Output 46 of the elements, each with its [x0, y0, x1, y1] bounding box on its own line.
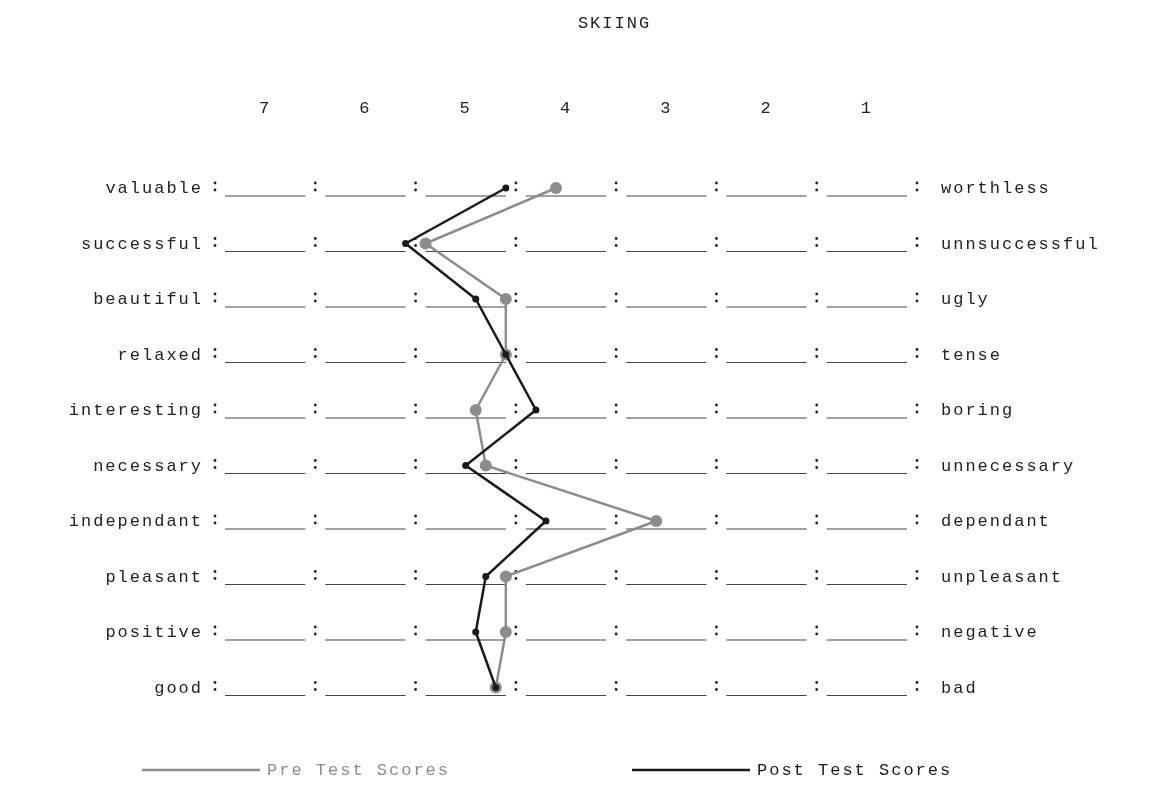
point: [532, 406, 540, 414]
point: [462, 462, 470, 469]
y-tick-label: positive: [105, 623, 203, 642]
chart-title: SKIING: [577, 14, 652, 33]
x-tick-label: 5: [459, 99, 472, 118]
point: [499, 626, 512, 638]
y2-tick-label: negative: [941, 623, 1039, 642]
y-tick-label: beautiful: [93, 290, 203, 309]
y-tick-label: independant: [68, 512, 203, 531]
x-tick-label: 7: [259, 99, 272, 118]
point: [402, 240, 410, 247]
x-tick-label: 6: [359, 99, 372, 118]
y-tick-label: necessary: [93, 456, 203, 476]
y-tick-label: valuable: [105, 179, 203, 198]
y2-tick-label: unnecessary: [941, 456, 1076, 476]
y2-tick-label: dependant: [941, 512, 1051, 531]
point: [482, 573, 490, 580]
point: [469, 404, 482, 416]
point: [499, 293, 512, 305]
y2-tick-label: tense: [941, 345, 1003, 365]
y-tick-label: relaxed: [117, 345, 203, 365]
x-tick-label: 1: [860, 99, 873, 118]
y2-tick-label: bad: [941, 678, 978, 698]
point: [650, 515, 663, 527]
y-tick-label: successful: [80, 234, 203, 254]
point: [472, 628, 480, 636]
y2-tick-label: worthless: [941, 179, 1051, 198]
y2-tick-label: boring: [941, 401, 1015, 420]
text: Pre Test Scores: [267, 761, 451, 780]
y2-tick-label: unnsuccessful: [941, 234, 1100, 254]
x-tick-label: 3: [660, 99, 673, 118]
point: [479, 459, 492, 472]
point: [549, 182, 562, 194]
point: [419, 237, 432, 250]
point: [499, 570, 512, 583]
y-tick-label: pleasant: [105, 567, 203, 587]
point: [472, 295, 480, 303]
text: Post Test Scores: [757, 761, 953, 780]
y2-tick-label: unpleasant: [941, 567, 1064, 587]
point: [502, 184, 510, 192]
y-tick-label: good: [154, 678, 203, 698]
y2-tick-label: ugly: [941, 290, 990, 309]
point: [542, 517, 550, 525]
x-tick-label: 4: [559, 99, 573, 118]
x-tick-label: 2: [760, 99, 773, 118]
y-tick-label: interesting: [68, 401, 203, 420]
